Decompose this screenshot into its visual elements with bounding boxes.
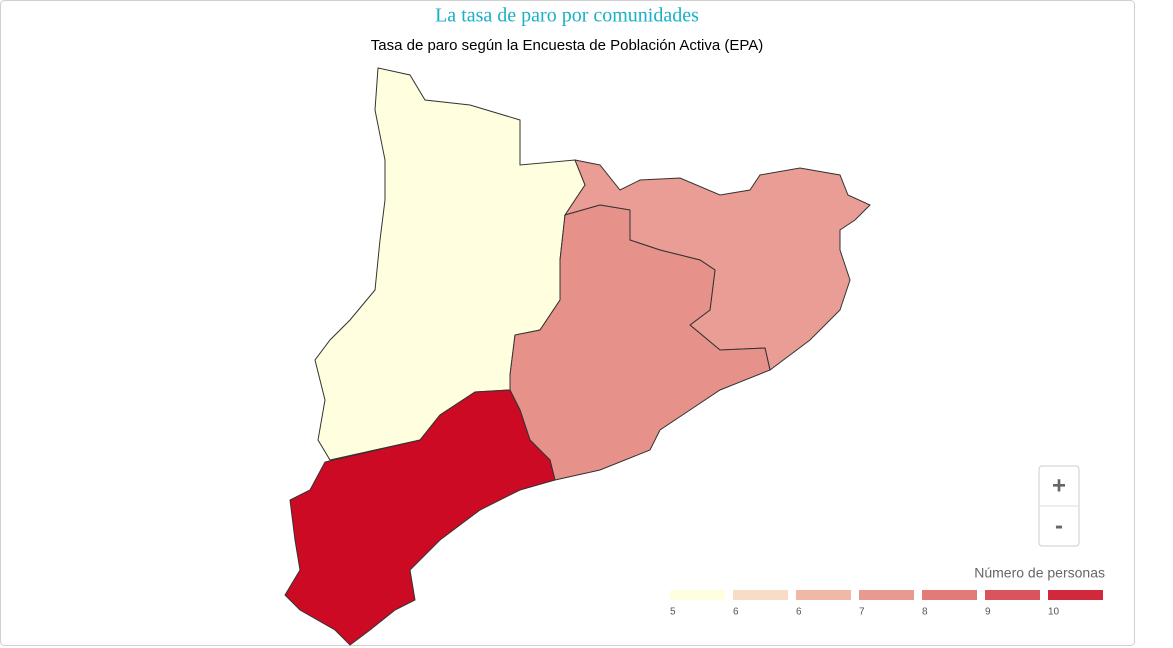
zoom-out[interactable]: - <box>1055 512 1063 539</box>
legend-label: 10 <box>1048 607 1060 618</box>
zoom-control: + - <box>1038 465 1080 547</box>
legend-label: 6 <box>733 607 739 618</box>
legend-swatch <box>985 590 1040 600</box>
legend: 5 6 6 7 8 9 10 <box>670 590 1103 618</box>
legend-swatch <box>733 590 788 600</box>
legend-title: Número de personas <box>974 565 1105 581</box>
region <box>509 204 771 481</box>
map-title: La tasa de paro por comunidades <box>435 5 699 27</box>
legend-swatch <box>670 590 725 600</box>
legend-label: 7 <box>859 607 865 618</box>
legend-label: 9 <box>985 607 991 618</box>
region <box>284 389 556 646</box>
regions <box>284 67 871 646</box>
legend-swatch <box>922 590 977 600</box>
legend-label: 5 <box>670 607 676 618</box>
legend-swatch <box>859 590 914 600</box>
zoom-in[interactable]: + <box>1052 472 1066 499</box>
map-subtitle: Tasa de paro según la Encuesta de Poblac… <box>371 37 763 54</box>
legend-swatch <box>1048 590 1103 600</box>
legend-swatch <box>796 590 851 600</box>
legend-label: 6 <box>796 607 802 618</box>
legend-label: 8 <box>922 607 928 618</box>
